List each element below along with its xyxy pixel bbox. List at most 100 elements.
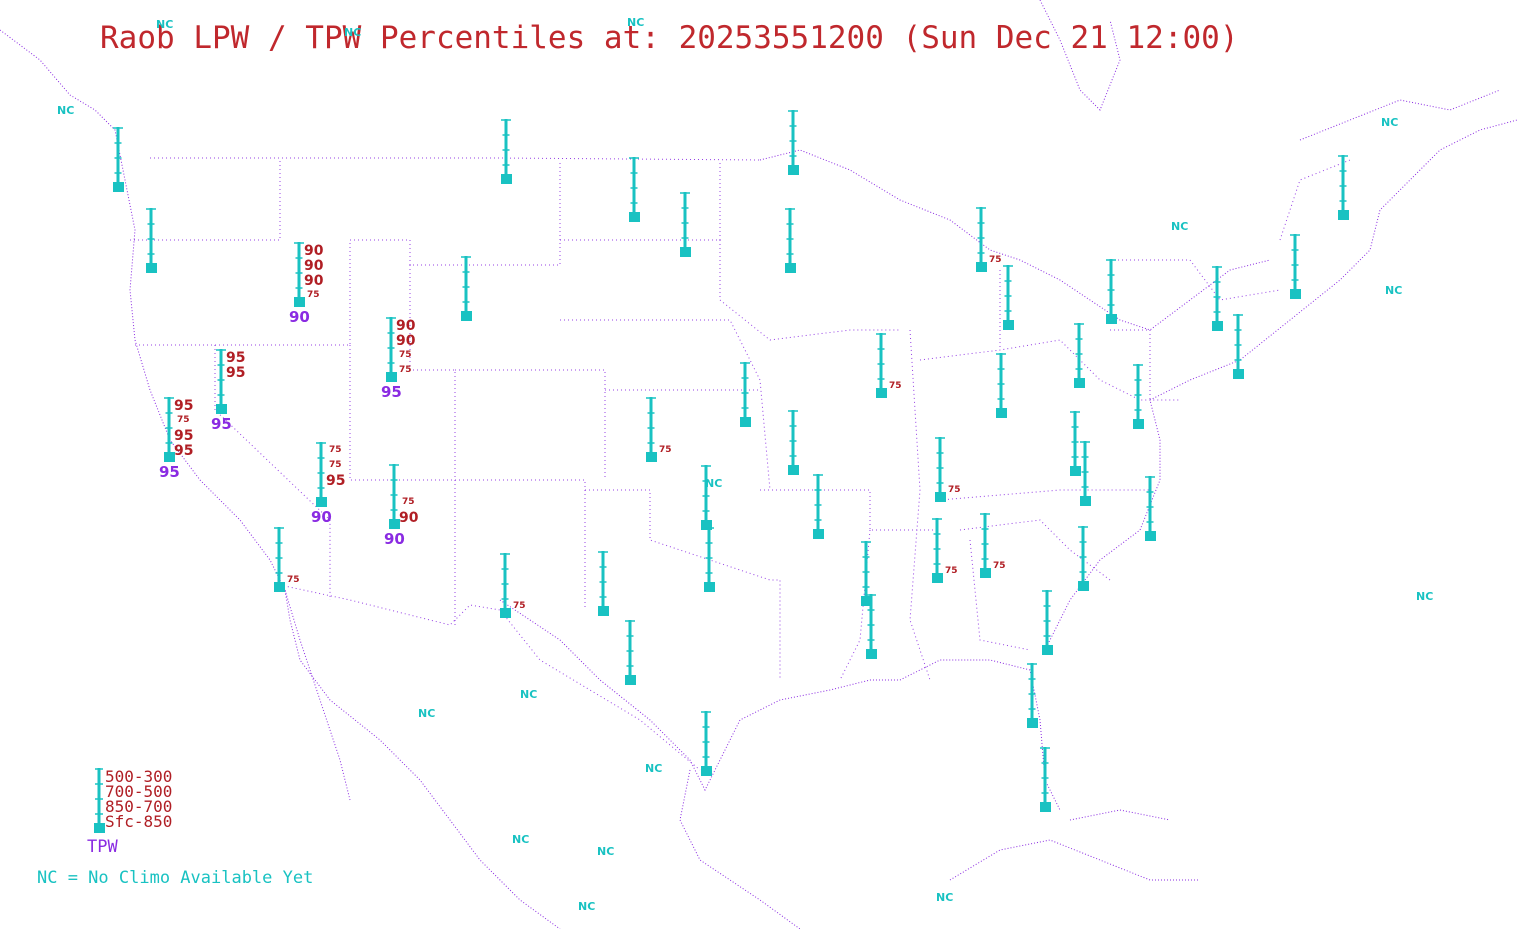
station-box: [646, 452, 657, 462]
station-layer-percentile: 75: [329, 460, 342, 470]
station-layer-percentile: 75: [993, 561, 1006, 571]
station-box: [980, 568, 991, 578]
nc-label: NC: [418, 707, 435, 720]
station-box: [1233, 369, 1244, 379]
station: [1080, 441, 1091, 506]
station-layer-percentile: 75: [948, 485, 961, 495]
station-box: [1290, 289, 1301, 299]
station: [461, 256, 472, 321]
station: [625, 620, 636, 685]
station: [1074, 323, 1085, 388]
station: 75: [274, 527, 300, 592]
station-layer-percentile: 75: [287, 575, 300, 585]
station-layer-percentile: 75: [307, 290, 320, 300]
station-box: [680, 247, 691, 257]
station-layer-percentile: 75: [945, 566, 958, 576]
station-layer-percentile: 75: [659, 445, 672, 455]
station-tpw-percentile: 95: [381, 383, 402, 401]
station: [501, 119, 512, 184]
station-box: [866, 649, 877, 659]
map-title: Raob LPW / TPW Percentiles at: 202535512…: [100, 20, 1238, 56]
station-box: [1106, 314, 1117, 324]
station: [785, 208, 796, 273]
station-box: [461, 311, 472, 321]
nc-label: NC: [344, 26, 361, 39]
station-layer-percentile: 90: [396, 318, 416, 334]
station: 75 75 95 90: [311, 442, 345, 526]
nc-label: NC: [520, 688, 537, 701]
station: 75 90 90: [384, 464, 419, 548]
station: [1070, 411, 1081, 476]
station-layer-percentile: 75: [177, 415, 190, 425]
station: [1106, 259, 1117, 324]
station-box: [1074, 378, 1085, 388]
station-box: [932, 573, 943, 583]
station: 75: [876, 333, 902, 398]
station: [113, 127, 124, 192]
station-box: [704, 582, 715, 592]
station-layer-percentile: 95: [174, 398, 193, 414]
station: [1133, 364, 1144, 429]
station-layer-percentile: 75: [989, 255, 1002, 265]
station-layer-percentile: 75: [399, 365, 412, 375]
station: [1233, 314, 1244, 379]
station: [704, 527, 715, 592]
station-tpw-percentile: 95: [159, 463, 180, 481]
station: [680, 192, 691, 257]
station-box: [625, 675, 636, 685]
nc-label: NC: [597, 845, 614, 858]
station-layer-percentile: 95: [326, 473, 345, 489]
station-layer-percentile: 90: [396, 333, 416, 349]
station-box: [316, 497, 327, 507]
station-tpw-percentile: 90: [384, 530, 405, 548]
station-box: [386, 372, 397, 382]
station-box: [1338, 210, 1349, 220]
station: [1078, 526, 1089, 591]
station-box: [1078, 581, 1089, 591]
station-layer-percentile: 75: [402, 497, 415, 507]
station: [146, 208, 157, 273]
nc-label: NC: [156, 18, 173, 31]
legend-nc-note: NC = No Climo Available Yet: [37, 868, 313, 888]
station-layer-percentile: 95: [174, 428, 193, 444]
station-box: [876, 388, 887, 398]
station: [629, 157, 640, 222]
station: 75: [935, 437, 961, 502]
station: 75: [976, 207, 1002, 272]
station-tpw-percentile: 90: [311, 508, 332, 526]
station-box: [788, 165, 799, 175]
station-box: [1027, 718, 1038, 728]
station-box: [813, 529, 824, 539]
station-box: [274, 582, 285, 592]
station-layer-percentile: 90: [399, 510, 419, 526]
nc-labels: NC NC NC NC NC NC NC NC NC NC NC NC NC NC NC NC: [57, 16, 1433, 913]
station: [866, 594, 877, 659]
station-box: [785, 263, 796, 273]
station-box: [500, 608, 511, 618]
station: [740, 362, 751, 427]
station-box: [389, 519, 400, 529]
legend-layer-850-700: 850-700: [105, 797, 172, 816]
station-box: [629, 212, 640, 222]
station-box: [113, 182, 124, 192]
nc-label: NC: [512, 833, 529, 846]
station-box: [1133, 419, 1144, 429]
station-box: [788, 465, 799, 475]
station: [598, 551, 609, 616]
station-layer-percentile: 95: [226, 350, 245, 366]
station-box: [701, 520, 712, 530]
nc-label: NC: [1416, 590, 1433, 603]
station-layer-percentile: 95: [226, 365, 245, 381]
station-box: [935, 492, 946, 502]
station: [1003, 265, 1014, 330]
station-layer-percentile: 90: [304, 273, 324, 289]
nc-label: NC: [1171, 220, 1188, 233]
station-box: [861, 596, 872, 606]
nc-label: NC: [1381, 116, 1398, 129]
